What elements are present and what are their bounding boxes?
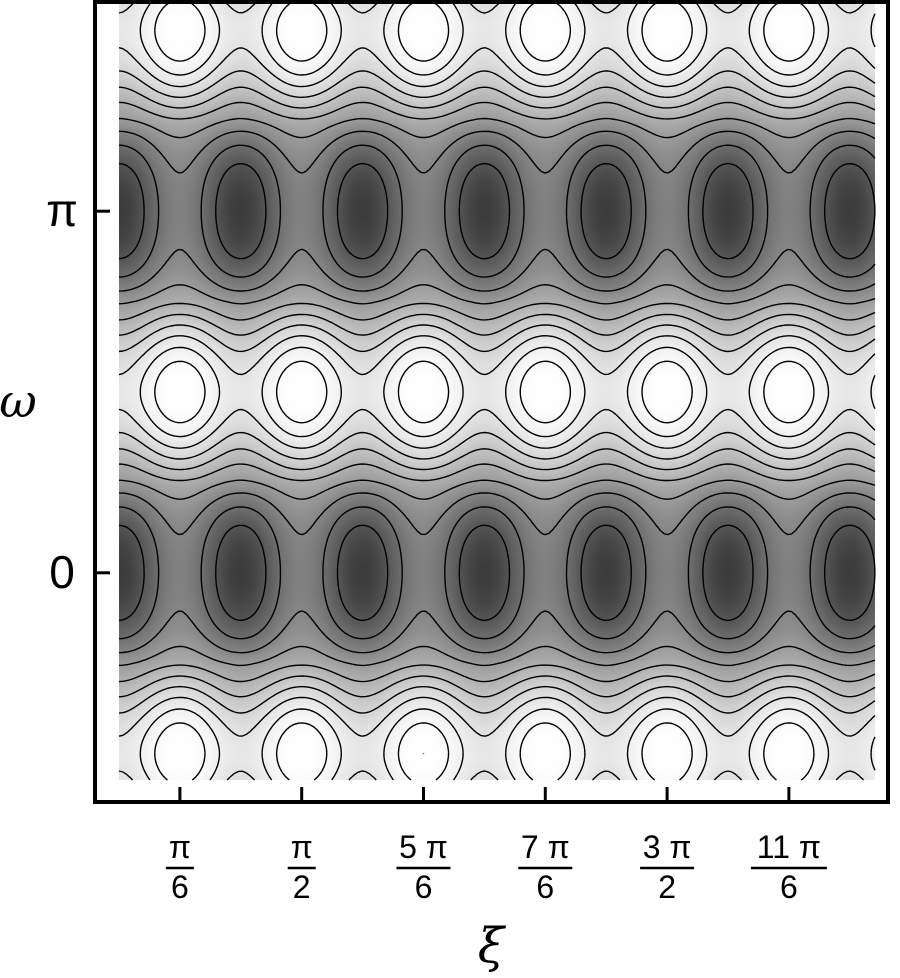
x-tick-denominator: 6: [780, 869, 798, 905]
x-tick: π6: [165, 787, 194, 905]
x-tick: 11 π 6: [750, 787, 827, 905]
x-tick-denominator: 6: [171, 869, 189, 905]
x-tick: 3 π2: [640, 787, 695, 905]
x-tick-denominator: 2: [658, 869, 676, 905]
contour-line: [118, 162, 876, 622]
x-tick-numerator: 5 π: [399, 829, 448, 865]
contour-line: [118, 101, 876, 683]
x-axis-label: ξ: [478, 918, 507, 974]
x-tick-numerator: 7 π: [521, 829, 570, 865]
y-tick-label: π: [46, 184, 78, 236]
x-tick-numerator: π: [291, 829, 313, 865]
contour-line: [118, 86, 876, 698]
x-tick-denominator: 2: [293, 869, 311, 905]
y-tick: 0: [49, 546, 110, 598]
contour-line: [118, 2, 876, 781]
x-tick: 5 π6: [396, 787, 451, 905]
contour-line: [139, 2, 876, 781]
x-tick-numerator: 11 π: [757, 829, 821, 865]
contour-lines: [118, 2, 876, 781]
contour-line: [118, 144, 876, 640]
x-tick-numerator: 3 π: [643, 829, 692, 865]
x-tick: π2: [287, 787, 316, 905]
y-axis-label: ω: [0, 374, 37, 428]
x-tick-denominator: 6: [415, 869, 433, 905]
x-tick-denominator: 6: [536, 869, 554, 905]
y-tick: π: [46, 184, 110, 236]
plot-area: [118, 2, 876, 781]
x-tick: 7 π6: [518, 787, 573, 905]
contour-line: [118, 130, 876, 654]
plot-frame: [93, 0, 890, 804]
contour-line: [154, 2, 815, 781]
y-axis-ticks: 0π: [46, 184, 110, 598]
contour-line: [118, 117, 876, 667]
x-tick-numerator: π: [169, 829, 191, 865]
y-tick-label: 0: [49, 546, 75, 598]
contour-line: [118, 70, 876, 714]
